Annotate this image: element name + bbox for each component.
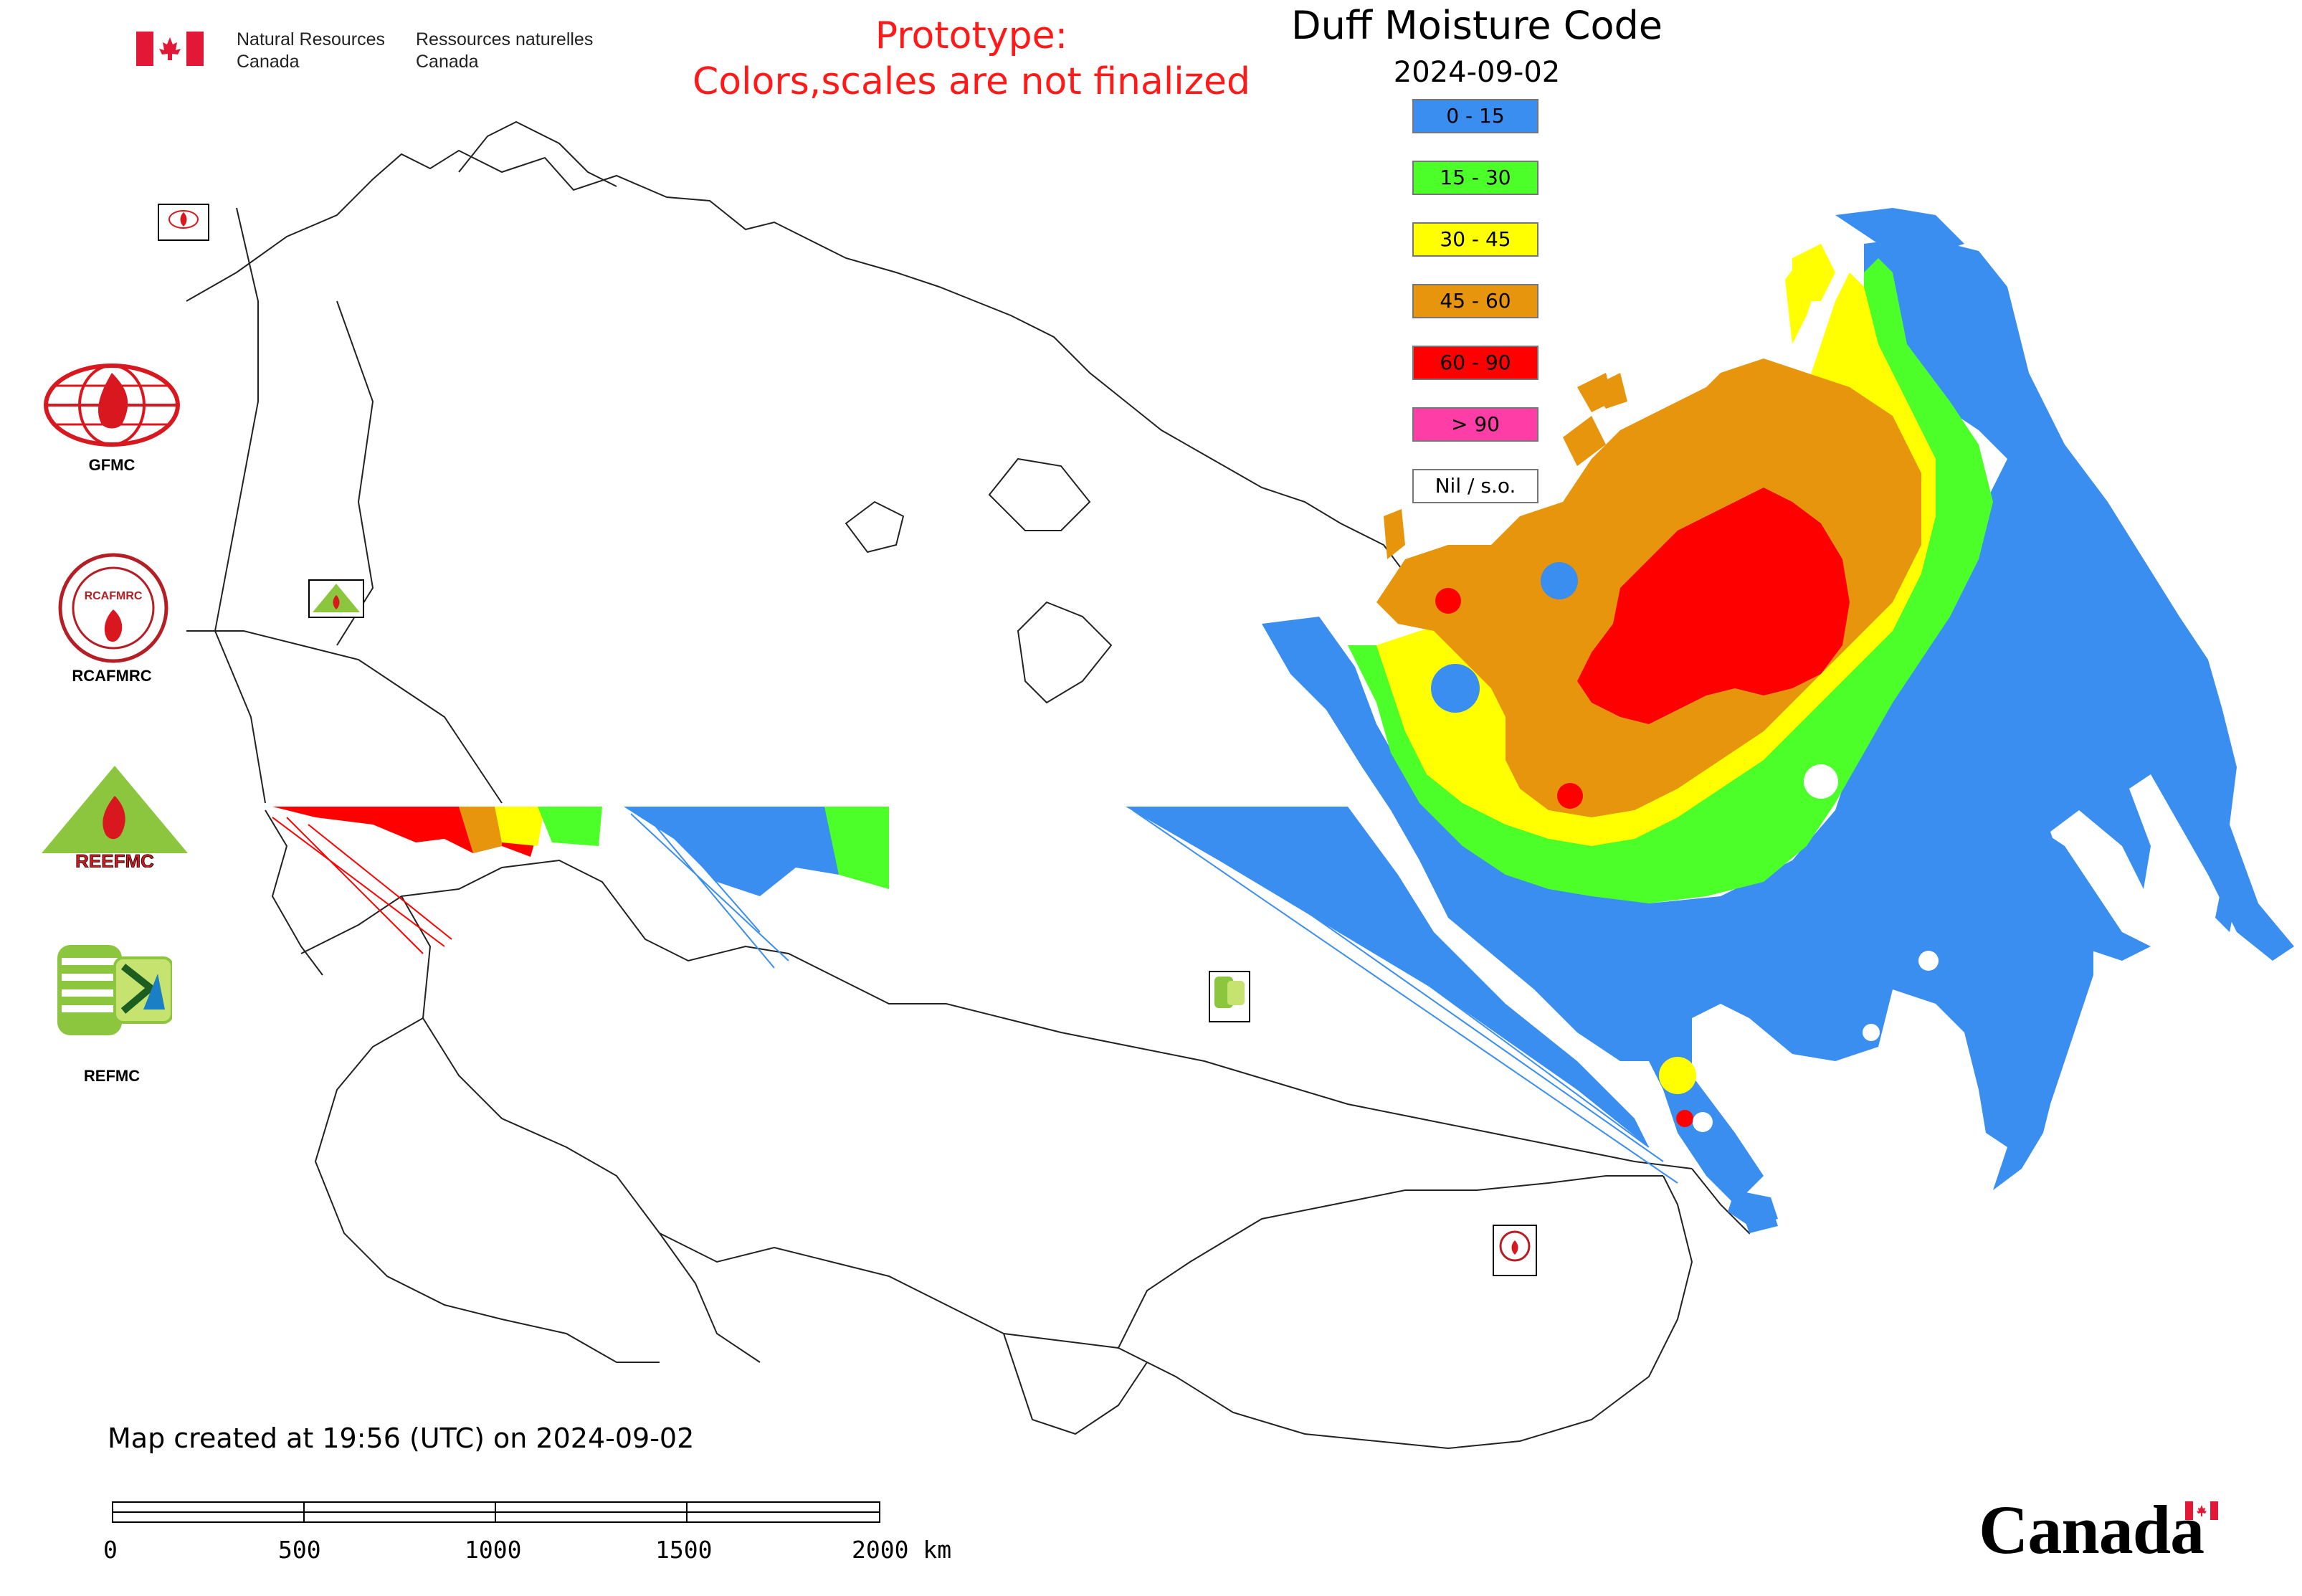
legend-item-gt-90: > 90 <box>1412 407 1538 442</box>
refmc-sigma-icon <box>57 945 172 1035</box>
island-fields <box>1735 803 2237 1233</box>
refmc-center-marker-icon <box>1209 971 1250 1022</box>
legend-item-60-90: 60 - 90 <box>1412 346 1538 380</box>
scale-tick-2000: 2000 km <box>852 1536 952 1564</box>
logo-label-refmc: REFMC <box>83 1067 141 1085</box>
legend-item-30-45: 30 - 45 <box>1412 222 1538 257</box>
svg-text:RCAFMRC: RCAFMRC <box>85 590 143 602</box>
scale-tick-500: 500 <box>278 1536 321 1564</box>
gfmc-globe-flame-icon <box>44 364 180 447</box>
canada-wordmark: Canada <box>1979 1491 2205 1568</box>
map-date: 2024-09-02 <box>1393 56 1561 89</box>
map-title: Duff Moisture Code <box>1291 3 1663 48</box>
canada-wordmark-flag-icon <box>2185 1501 2218 1520</box>
legend-item-15-30: 15 - 30 <box>1412 161 1538 195</box>
legend-item-0-15: 0 - 15 <box>1412 99 1538 133</box>
rcafmrc-seal-icon: RCAFMRC <box>58 553 168 663</box>
dmc-field <box>1262 208 2294 1226</box>
scale-bar <box>112 1501 880 1523</box>
legend-item-nil: Nil / s.o. <box>1412 469 1538 503</box>
prototype-notice: Prototype: Colors,scales are not finaliz… <box>692 14 1251 103</box>
nrcan-signature: Natural Resources Canada Ressources natu… <box>136 29 609 72</box>
map-created-timestamp: Map created at 19:56 (UTC) on 2024-09-02 <box>108 1422 695 1454</box>
svg-text:REEFMC: REEFMC <box>75 850 154 868</box>
gfmc-center-marker-icon <box>158 204 209 241</box>
logo-label-gfmc: GFMC <box>88 456 135 474</box>
scale-tick-1500: 1500 <box>655 1536 713 1564</box>
logo-label-rcafmrc: RCAFMRC <box>72 667 152 685</box>
canada-flag-icon <box>136 32 204 66</box>
scale-tick-0: 0 <box>103 1536 118 1564</box>
country-outlines <box>186 120 1764 1450</box>
agency-name-fr: Ressources naturelles Canada <box>416 29 594 72</box>
reefmc-center-marker-icon <box>308 579 364 618</box>
agency-name-en: Natural Resources Canada <box>237 29 386 72</box>
northern-islands <box>1384 373 1613 559</box>
rcafmrc-center-marker-icon <box>1493 1225 1537 1276</box>
reefmc-triangle-icon: REEFMC <box>42 766 188 868</box>
legend-item-45-60: 45 - 60 <box>1412 284 1538 318</box>
scale-tick-1000: 1000 <box>465 1536 522 1564</box>
data-swath-artifacts <box>272 807 1678 1184</box>
